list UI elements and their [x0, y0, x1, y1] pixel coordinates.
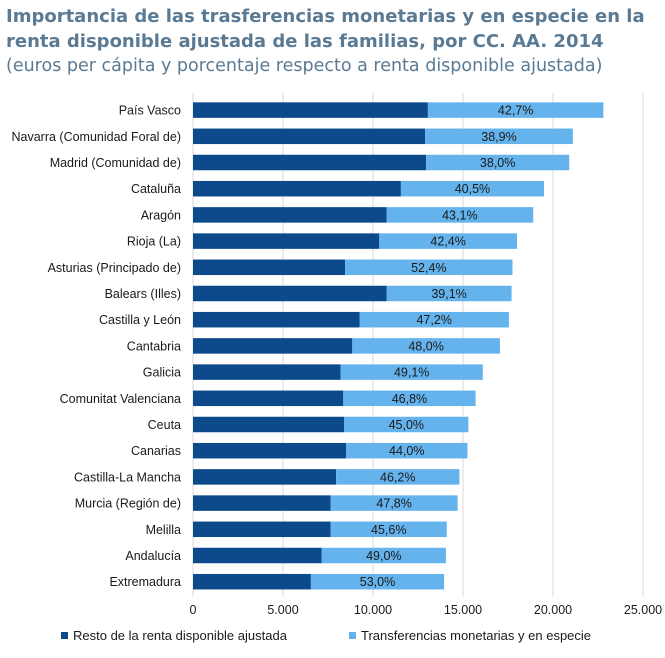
category-label: Asturias (Principado de)	[48, 261, 181, 275]
data-label: 45,0%	[389, 418, 424, 432]
category-label: Cantabria	[127, 339, 181, 353]
data-label: 53,0%	[360, 575, 395, 589]
category-label: Galicia	[143, 366, 181, 380]
legend: Resto de la renta disponible ajustada Tra…	[61, 628, 591, 643]
data-label: 46,2%	[380, 470, 415, 484]
bar-transferencias	[343, 390, 476, 407]
x-tick-label: 5.000	[267, 603, 298, 617]
bar-resto	[193, 442, 346, 459]
category-label: Andalucía	[125, 549, 181, 563]
bar-transferencias	[344, 416, 469, 433]
bar-resto	[193, 521, 331, 538]
bar-transferencias	[386, 285, 512, 302]
bar-resto	[193, 364, 341, 380]
bar-resto	[193, 233, 380, 249]
data-label: 52,4%	[411, 261, 446, 275]
legend-swatch-transferencias	[349, 632, 356, 639]
bar-transferencias	[379, 233, 517, 249]
bar-transferencias	[386, 207, 534, 223]
data-label: 46,8%	[392, 392, 427, 406]
x-tick-label: 20.000	[534, 603, 572, 617]
category-label: Melilla	[146, 523, 181, 537]
bar-resto	[193, 128, 426, 145]
bar-transferencias	[427, 102, 604, 118]
bar-resto	[193, 207, 387, 223]
bar-transferencias	[400, 180, 544, 197]
legend-label-resto: Resto de la renta disponible ajustada	[73, 628, 288, 643]
category-label: País Vasco	[119, 104, 181, 118]
bar-resto	[193, 259, 346, 276]
bar-resto	[193, 469, 337, 485]
bar-resto	[193, 416, 345, 433]
bars: 42,7% 38,9% 38,0% 40,5% 43,1% 42,4% 52,4% 39,1%…	[193, 102, 604, 590]
category-label: Rioja (La)	[127, 235, 181, 249]
data-label: 39,1%	[431, 287, 466, 301]
bar-resto	[193, 102, 428, 118]
bar-transferencias	[352, 338, 500, 354]
bar-transferencias	[425, 128, 573, 145]
data-label: 48,0%	[408, 339, 443, 353]
bar-transferencias	[321, 547, 446, 564]
data-label: 40,5%	[455, 182, 490, 196]
category-label: Aragón	[141, 208, 181, 222]
category-label: Murcia (Región de)	[75, 497, 181, 511]
bar-transferencias	[345, 259, 513, 276]
legend-swatch-resto	[61, 632, 68, 639]
bar-resto	[193, 573, 311, 590]
data-label: 38,0%	[480, 156, 515, 170]
category-labels: País Vasco Navarra (Comunidad Foral de) Ma…	[11, 104, 181, 590]
bar-transferencias	[359, 311, 509, 328]
bar-resto	[193, 390, 344, 407]
bar-transferencias	[336, 469, 460, 485]
bar-resto	[193, 180, 401, 197]
bar-resto	[193, 547, 322, 564]
chart-title-block: Importancia de las trasferencias monetar…	[6, 4, 661, 78]
bar-resto	[193, 311, 360, 328]
legend-label-transferencias: Transferencias monetarias y en especie	[361, 628, 591, 643]
data-label: 42,7%	[498, 104, 533, 118]
bar-transferencias	[310, 573, 445, 590]
category-label: Navarra (Comunidad Foral de)	[11, 130, 181, 144]
data-label: 45,6%	[371, 523, 406, 537]
bar-transferencias	[346, 442, 468, 459]
bar-resto	[193, 338, 353, 354]
chart-title-line-1: Importancia de las trasferencias monetar…	[6, 6, 645, 27]
bar-resto	[193, 154, 427, 171]
data-label: 42,4%	[430, 235, 465, 249]
category-label: Castilla-La Mancha	[74, 470, 181, 484]
category-label: Madrid (Comunidad de)	[50, 156, 181, 170]
bar-transferencias	[330, 521, 447, 538]
data-label: 43,1%	[442, 208, 477, 222]
category-label: Ceuta	[148, 418, 181, 432]
category-label: Cataluña	[131, 182, 181, 196]
x-axis: 0 5.000 10.000 15.000 20.000 25.000	[190, 603, 663, 617]
data-label: 38,9%	[481, 130, 516, 144]
category-label: Extremadura	[109, 575, 181, 589]
data-label: 44,0%	[389, 444, 424, 458]
bar-resto	[193, 495, 331, 511]
x-tick-label: 0	[190, 603, 197, 617]
chart-subtitle: (euros per cápita y porcentaje respecto …	[6, 56, 603, 76]
x-tick-label: 10.000	[354, 603, 392, 617]
category-label: Castilla y León	[99, 313, 181, 327]
data-label: 47,2%	[416, 313, 451, 327]
data-label: 47,8%	[376, 497, 411, 511]
bar-transferencias	[340, 364, 483, 380]
x-tick-label: 15.000	[444, 603, 482, 617]
category-label: Balears (Illes)	[105, 287, 181, 301]
x-tick-label: 25.000	[624, 603, 662, 617]
bar-resto	[193, 285, 387, 302]
data-label: 49,0%	[366, 549, 401, 563]
data-label: 49,1%	[394, 366, 429, 380]
chart-title-line-2: renta disponible ajustada de las familia…	[6, 31, 604, 52]
category-label: Canarias	[131, 444, 181, 458]
bar-transferencias	[426, 154, 570, 171]
category-label: Comunitat Valenciana	[60, 392, 181, 406]
bar-transferencias	[330, 495, 458, 511]
